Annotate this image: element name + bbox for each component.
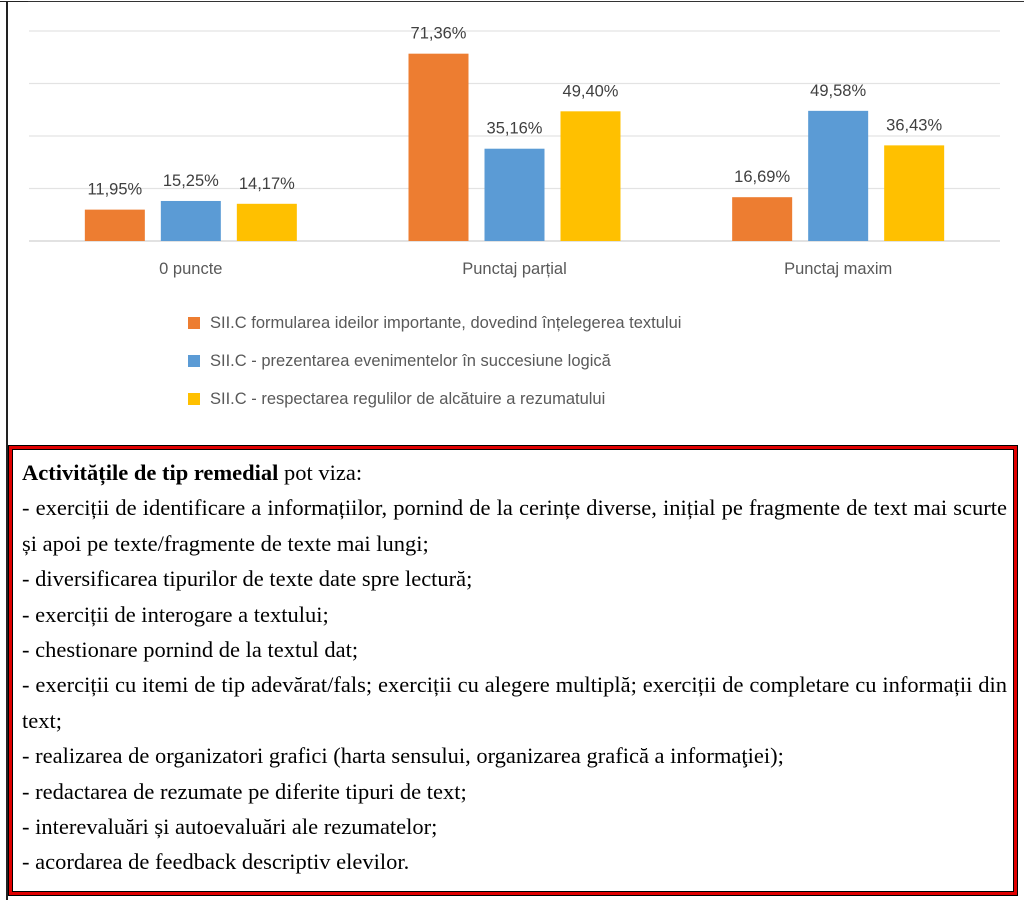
chart-legend: SII.C formularea ideilor importante, dov… — [188, 304, 681, 418]
category-label: Punctaj parțial — [462, 260, 567, 278]
remedial-item: - exerciții cu itemi de tip adevărat/fal… — [22, 672, 1007, 733]
page-border-top — [6, 1, 1024, 2]
bar — [408, 53, 469, 242]
data-label: 16,69% — [734, 168, 790, 186]
legend-swatch-orange — [188, 317, 200, 329]
remedial-heading-bold: Activitățile de tip remedial — [22, 460, 279, 485]
bar — [160, 200, 221, 241]
remedial-item: - acordarea de feedback descriptiv elevi… — [22, 849, 410, 875]
remedial-activities-box: Activitățile de tip remedial pot viza: -… — [8, 445, 1018, 896]
bar — [484, 148, 545, 241]
remedial-activities-content: Activitățile de tip remedial pot viza: -… — [12, 449, 1014, 892]
legend-swatch-yellow — [188, 393, 200, 405]
legend-item: SII.C - prezentarea evenimentelor în suc… — [188, 342, 681, 380]
legend-item: SII.C - respectarea regulilor de alcătui… — [188, 380, 681, 418]
legend-swatch-blue — [188, 355, 200, 367]
remedial-item: - chestionare pornind de la textul dat; — [22, 637, 359, 663]
data-label: 35,16% — [487, 120, 543, 138]
remedial-item: - diversificarea tipurilor de texte date… — [22, 566, 473, 592]
category-label: Punctaj maxim — [784, 260, 892, 278]
data-label: 71,36% — [411, 25, 467, 43]
remedial-item: - exerciții de identificare a informații… — [22, 495, 1007, 556]
data-label: 49,40% — [563, 82, 619, 100]
bar-chart: 0 puncte 11,95% 15,25% 14,17% Punctaj parția… — [29, 25, 1000, 278]
remedial-item: - exerciții de interogare a textului; — [22, 601, 329, 627]
remedial-item: - realizarea de organizatori grafici (ha… — [22, 743, 784, 769]
page-corner-tick — [0, 1, 28, 2]
bar — [236, 203, 297, 241]
bar — [808, 110, 869, 241]
legend-item: SII.C formularea ideilor importante, dov… — [188, 304, 681, 342]
data-label: 11,95% — [87, 181, 142, 199]
legend-label: SII.C formularea ideilor importante, dov… — [210, 313, 682, 332]
category-label: 0 puncte — [159, 260, 222, 278]
bar — [560, 111, 621, 241]
data-label: 14,17% — [239, 175, 295, 193]
data-label: 36,43% — [886, 116, 942, 134]
remedial-item: - interevaluări și autoevaluări ale rezu… — [22, 814, 438, 840]
bar — [84, 209, 145, 241]
data-label: 49,58% — [810, 82, 866, 100]
legend-label: SII.C - prezentarea evenimentelor în suc… — [210, 351, 611, 370]
remedial-heading-rest: pot viza: — [278, 460, 363, 485]
legend-label: SII.C - respectarea regulilor de alcătui… — [210, 389, 606, 408]
remedial-heading: Activitățile de tip remedial pot viza: — [22, 455, 1007, 490]
page-border-left — [6, 1, 8, 900]
bar — [732, 197, 793, 241]
data-label: 15,25% — [163, 172, 219, 190]
remedial-item: - redactarea de rezumate pe diferite tip… — [22, 778, 467, 804]
bar — [884, 145, 945, 241]
